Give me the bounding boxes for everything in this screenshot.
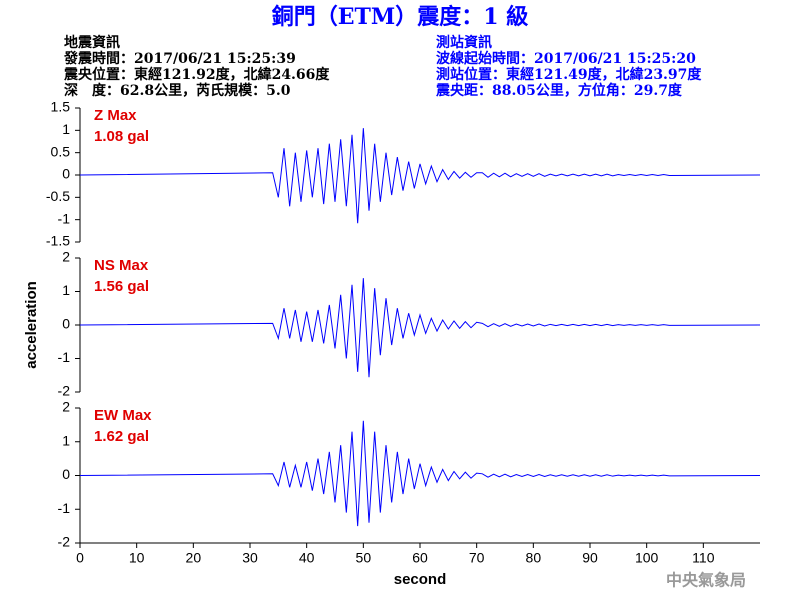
x-tick-label: 30 <box>242 550 258 566</box>
y-tick-label: 0.5 <box>51 143 71 159</box>
y-tick-label: -1.5 <box>46 233 70 249</box>
x-tick-label: 70 <box>469 550 485 566</box>
info-right: 測站資訊 <box>436 34 492 51</box>
footer: 中央氣象局 <box>666 571 746 590</box>
y-tick-label: -1 <box>58 210 71 226</box>
series-name: EW Max <box>94 407 152 424</box>
x-tick-label: 10 <box>129 550 145 566</box>
chart-title: 銅門（ETM）震度：1 級 <box>272 4 528 30</box>
y-tick-label: 0 <box>62 466 70 482</box>
x-tick-label: 40 <box>299 550 315 566</box>
x-axis-label: second <box>394 571 447 588</box>
x-tick-label: 50 <box>356 550 372 566</box>
y-tick-label: -1 <box>58 500 71 516</box>
x-tick-label: 20 <box>186 550 202 566</box>
x-tick-label: 110 <box>692 550 715 566</box>
x-tick-label: 80 <box>526 550 542 566</box>
y-axis-label: acceleration <box>23 281 40 369</box>
waveform <box>79 128 761 224</box>
annotation: 1.62 gal <box>94 428 149 445</box>
annotation: 1.56 gal <box>94 278 149 295</box>
y-tick-label: 0 <box>62 166 70 182</box>
y-tick-label: 1 <box>62 121 70 137</box>
x-tick-label: 100 <box>635 550 659 566</box>
y-tick-label: -0.5 <box>46 188 70 204</box>
info-left: 震央位置：東經121.92度，北緯24.66度 <box>63 66 330 83</box>
y-tick-label: -2 <box>58 383 71 399</box>
y-tick-label: 2 <box>62 399 70 415</box>
y-tick-label: 2 <box>62 249 70 265</box>
annotation: 1.08 gal <box>94 128 149 145</box>
series-name: Z Max <box>94 107 137 124</box>
info-left: 發震時間：2017/06/21 15:25:39 <box>63 50 296 67</box>
series-name: NS Max <box>94 257 149 274</box>
info-right: 波線起始時間：2017/06/21 15:25:20 <box>436 50 696 67</box>
y-tick-label: 1 <box>62 432 70 448</box>
info-left: 地震資訊 <box>64 34 120 51</box>
y-tick-label: 0 <box>62 316 70 332</box>
y-tick-label: -2 <box>58 534 71 550</box>
x-tick-label: 0 <box>76 550 84 566</box>
waveform <box>79 420 761 527</box>
x-tick-label: 60 <box>412 550 428 566</box>
y-tick-label: 1.5 <box>51 99 71 115</box>
info-right: 測站位置：東經121.49度，北緯23.97度 <box>436 66 702 83</box>
y-tick-label: 1 <box>62 282 70 298</box>
y-tick-label: -1 <box>58 349 71 365</box>
info-left: 深 度：62.8公里，芮氏規模：5.0 <box>64 82 291 99</box>
x-tick-label: 90 <box>582 550 598 566</box>
waveform <box>79 278 761 378</box>
info-right: 震央距：88.05公里，方位角：29.7度 <box>435 82 683 99</box>
